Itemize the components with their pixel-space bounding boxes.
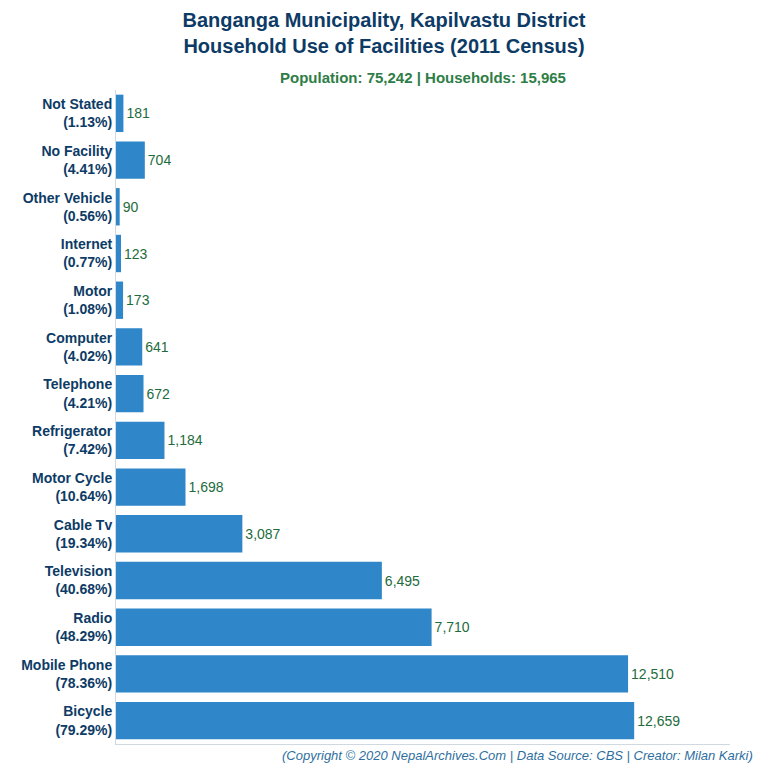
svg-text:672: 672 [147, 386, 171, 402]
svg-text:181: 181 [126, 105, 150, 121]
svg-text:Motor(1.08%): Motor(1.08%) [63, 283, 113, 317]
svg-text:641: 641 [145, 339, 169, 355]
svg-text:3,087: 3,087 [245, 526, 280, 542]
svg-text:Computer(4.02%): Computer(4.02%) [46, 330, 113, 364]
svg-text:Motor Cycle(10.64%): Motor Cycle(10.64%) [32, 470, 112, 504]
svg-text:Radio(48.29%): Radio(48.29%) [55, 610, 112, 644]
svg-text:12,510: 12,510 [631, 666, 674, 682]
svg-text:Television(40.68%): Television(40.68%) [45, 563, 112, 597]
svg-text:173: 173 [126, 292, 150, 308]
svg-text:90: 90 [123, 199, 139, 215]
svg-text:6,495: 6,495 [385, 573, 420, 589]
svg-text:Cable Tv(19.34%): Cable Tv(19.34%) [54, 517, 113, 551]
svg-text:No Facility(4.41%): No Facility(4.41%) [41, 143, 112, 177]
svg-text:704: 704 [148, 152, 172, 168]
svg-text:1,698: 1,698 [189, 479, 224, 495]
svg-text:7,710: 7,710 [435, 619, 470, 635]
svg-text:Telephone(4.21%): Telephone(4.21%) [43, 376, 112, 410]
svg-text:Not Stated(1.13%): Not Stated(1.13%) [42, 96, 112, 130]
svg-text:(Copyright © 2020 NepalArchive: (Copyright © 2020 NepalArchives.Com | Da… [282, 748, 753, 763]
svg-text:Population: 75,242 | Household: Population: 75,242 | Households: 15,965 [280, 69, 566, 86]
svg-text:Banganga Municipality, Kapilva: Banganga Municipality, Kapilvastu Distri… [182, 9, 585, 57]
svg-text:Refrigerator(7.42%): Refrigerator(7.42%) [32, 423, 113, 457]
svg-text:Bicycle(79.29%): Bicycle(79.29%) [55, 703, 112, 737]
svg-text:Internet(0.77%): Internet(0.77%) [61, 236, 113, 270]
svg-text:1,184: 1,184 [167, 432, 202, 448]
svg-text:123: 123 [124, 246, 148, 262]
svg-text:Other Vehicle(0.56%): Other Vehicle(0.56%) [23, 190, 113, 224]
svg-text:12,659: 12,659 [637, 713, 680, 729]
svg-text:Mobile Phone(78.36%): Mobile Phone(78.36%) [21, 657, 112, 691]
